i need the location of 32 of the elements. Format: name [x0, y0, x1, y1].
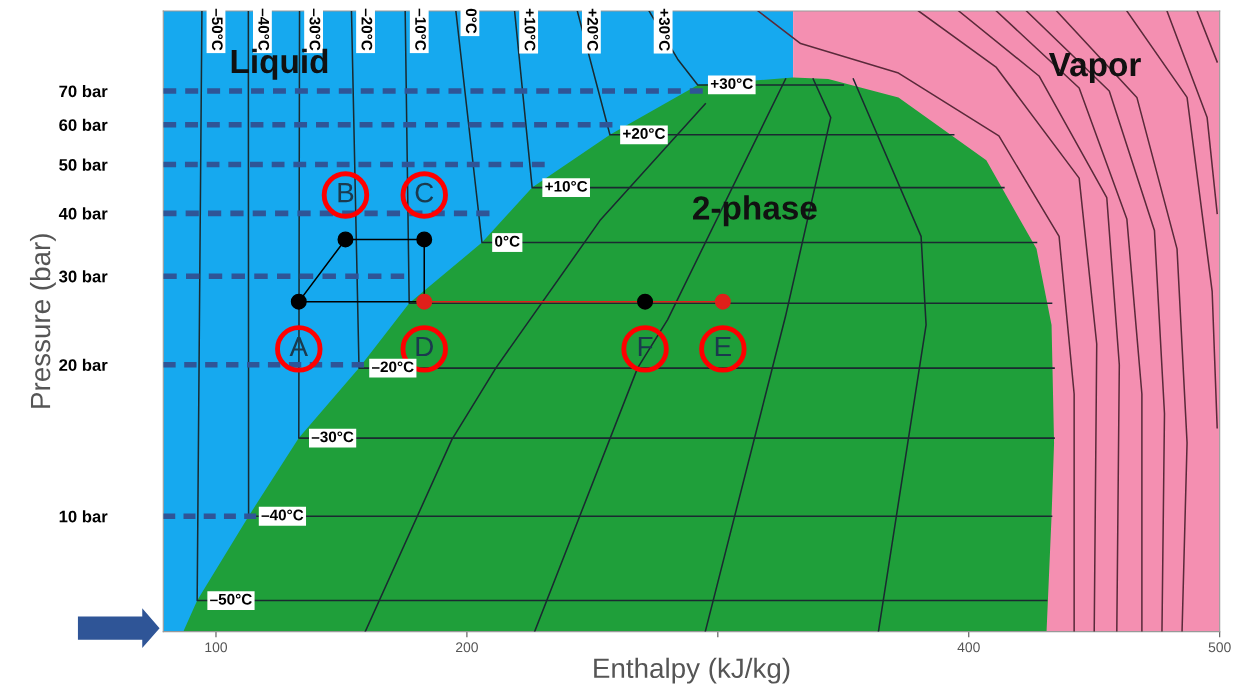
text: +10°C — [524, 8, 536, 51]
x-axis-title: Enthalpy (kJ/kg) — [594, 657, 790, 684]
y-tick-label: 30 bar — [59, 270, 108, 283]
annotation: +10°C — [545, 180, 588, 192]
annotation: +20°C — [623, 128, 666, 139]
text: +20°C — [587, 8, 599, 51]
text: 0°C — [465, 8, 477, 34]
y-tick-label: 40 bar — [58, 207, 108, 220]
x-tick-label: 100 — [205, 642, 228, 653]
text: –10°C — [415, 8, 426, 51]
x-tick-label: 500 — [1208, 642, 1231, 653]
annotation: 0°C — [495, 235, 520, 247]
data-label: B — [338, 183, 354, 203]
annotation: –30°C — [311, 431, 354, 443]
annotation: –50°C — [210, 593, 252, 605]
y-axis-title: Pressure (bar) — [29, 234, 56, 408]
data-label: C — [415, 182, 434, 203]
text: –20°C — [361, 8, 373, 51]
annotation: –20°C — [371, 361, 414, 373]
y-tick-label: 20 bar — [59, 358, 108, 372]
y-tick-label: 60 bar — [59, 118, 108, 131]
y-tick-label: 10 bar — [59, 510, 108, 523]
text: +30°C — [659, 8, 670, 51]
x-tick-label: 400 — [957, 642, 980, 653]
x-tick-label: 200 — [456, 642, 478, 653]
data-label: E — [715, 336, 731, 357]
y-tick-label: 50 bar — [59, 158, 108, 171]
y-tick-label: 70 bar — [59, 85, 108, 98]
text: –50°C — [211, 8, 223, 51]
annotation: +30°C — [710, 78, 753, 90]
annotation: –40°C — [261, 509, 304, 521]
data-label: D — [416, 336, 433, 357]
